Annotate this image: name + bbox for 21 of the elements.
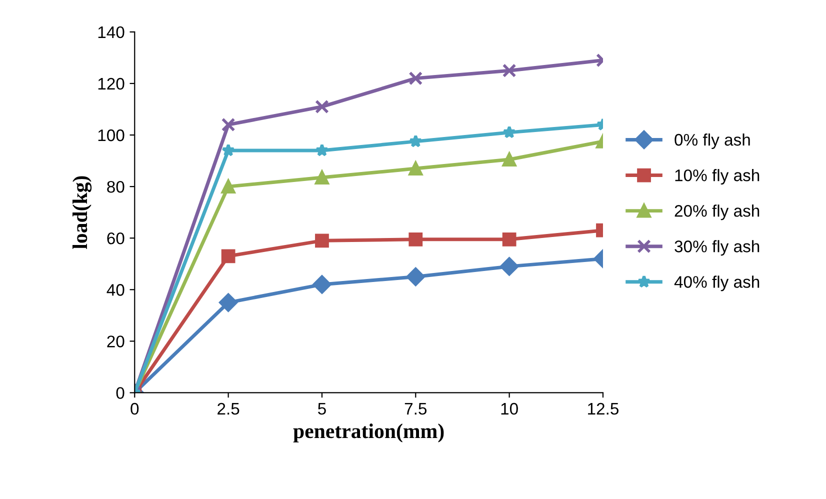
y-tick-label: 120 <box>98 78 124 90</box>
y-tick-label: 80 <box>107 180 124 193</box>
y-tick-label: 40 <box>106 284 124 296</box>
legend-label: 10% fly ash <box>675 169 760 185</box>
y-tick-label: 140 <box>98 26 124 38</box>
y-axis-title: load(kg) <box>72 176 92 249</box>
y-tick-label: 0 <box>116 387 124 399</box>
legend-label: 20% fly ash <box>674 204 760 220</box>
x-tick-label: 0 <box>130 402 139 415</box>
legend-label: 0% fly ash <box>674 133 750 150</box>
x-tick-label: 2.5 <box>218 402 240 415</box>
x-tick-label: 12.5 <box>588 402 618 415</box>
x-tick-label: 5 <box>318 403 326 415</box>
x-tick-label: 10 <box>501 402 518 415</box>
legend-label: 30% fly ash <box>674 240 760 256</box>
y-tick-label: 60 <box>107 232 124 244</box>
y-tick-label: 100 <box>98 129 124 142</box>
x-axis-title: penetration(mm) <box>293 424 444 442</box>
x-tick-label: 7.5 <box>404 403 427 415</box>
legend-label: 40% fly ash <box>674 276 760 292</box>
y-tick-label: 20 <box>107 336 124 348</box>
